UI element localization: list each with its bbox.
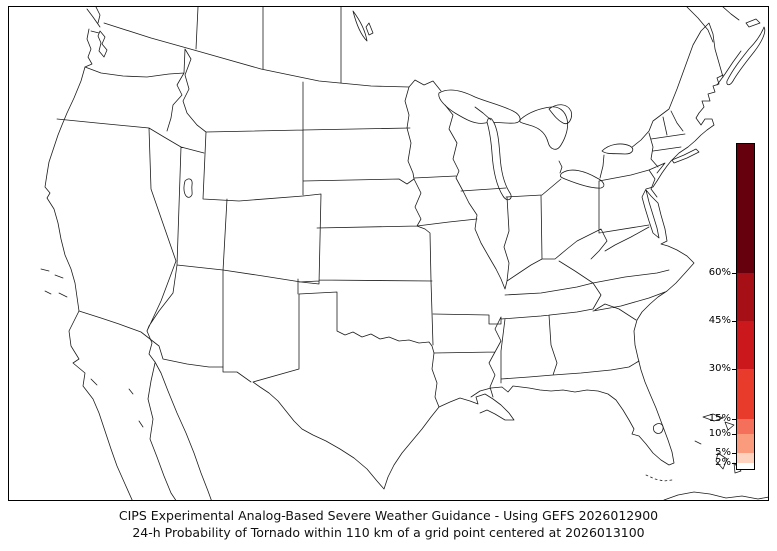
colorbar-tick	[732, 321, 737, 322]
maritime-canada-coast	[687, 7, 741, 85]
canada-border	[104, 23, 441, 91]
colorbar-tick-label: 60%	[708, 267, 731, 278]
great-salt-lake	[184, 179, 192, 197]
colorbar-tick-label: 2%	[715, 457, 731, 468]
new-england-coastline	[671, 75, 723, 161]
colorbar-tick-label: 5%	[715, 447, 731, 458]
colorbar-tick	[732, 369, 737, 370]
cuba-coastline	[664, 492, 768, 500]
colorbar-segment	[737, 321, 754, 369]
colorbar-tick	[732, 273, 737, 274]
mexico-border	[79, 311, 251, 382]
conus-map	[9, 7, 768, 500]
nova-scotia	[727, 19, 765, 85]
map-frame: 60% 45% 30% 15% 10% 5% 2%	[8, 6, 769, 501]
caption: CIPS Experimental Analog-Based Severe We…	[0, 507, 777, 541]
gulf-atlantic-coastline	[439, 161, 694, 465]
colorbar-scale	[737, 144, 754, 469]
florida-keys	[646, 475, 672, 481]
caption-line-2: 24-h Probability of Tornado within 110 k…	[132, 525, 645, 540]
bahamas-islands	[695, 414, 741, 473]
colorbar-tick	[732, 419, 737, 420]
vancouver-island-coast	[87, 7, 100, 27]
lake-huron	[520, 105, 572, 150]
texas-outline	[253, 292, 439, 489]
pacific-coastline	[45, 29, 92, 311]
colorbar: 60% 45% 30% 15% 10% 5% 2%	[709, 143, 755, 470]
puget-sound	[91, 31, 107, 57]
canadian-province-borders	[196, 7, 341, 83]
gulf-of-california-islands	[91, 379, 143, 427]
colorbar-tick-label: 45%	[708, 315, 731, 326]
long-island	[672, 149, 699, 163]
colorbar-segment	[737, 453, 754, 463]
colorbar-tick	[732, 463, 737, 464]
lake-superior	[439, 90, 520, 123]
colorbar-tick-label: 15%	[708, 413, 731, 424]
maine-canada-border	[631, 23, 723, 148]
lake-erie	[560, 170, 604, 188]
colorbar-segment	[737, 434, 754, 453]
caption-line-1: CIPS Experimental Analog-Based Severe We…	[118, 508, 659, 523]
lake-winnipeg	[353, 11, 373, 41]
lake-okeechobee	[653, 424, 663, 434]
great-lakes	[184, 90, 633, 200]
state-borders	[57, 49, 685, 397]
channel-islands	[41, 269, 67, 297]
colorbar-segment	[737, 144, 754, 273]
colorbar-tick	[732, 453, 737, 454]
colorbar-tick	[732, 434, 737, 435]
lake-michigan	[487, 118, 511, 200]
colorbar-tick-label: 10%	[708, 428, 731, 439]
colorbar-tick-label: 30%	[708, 363, 731, 374]
colorbar-segment	[737, 369, 754, 419]
colorbar-segment	[737, 273, 754, 321]
colorbar-segment	[737, 419, 754, 434]
sonora-coastline	[155, 362, 212, 500]
colorado-river	[147, 331, 155, 362]
lake-ontario	[602, 144, 633, 154]
colorbar-segment	[737, 463, 754, 469]
baja-coastline	[69, 311, 177, 500]
